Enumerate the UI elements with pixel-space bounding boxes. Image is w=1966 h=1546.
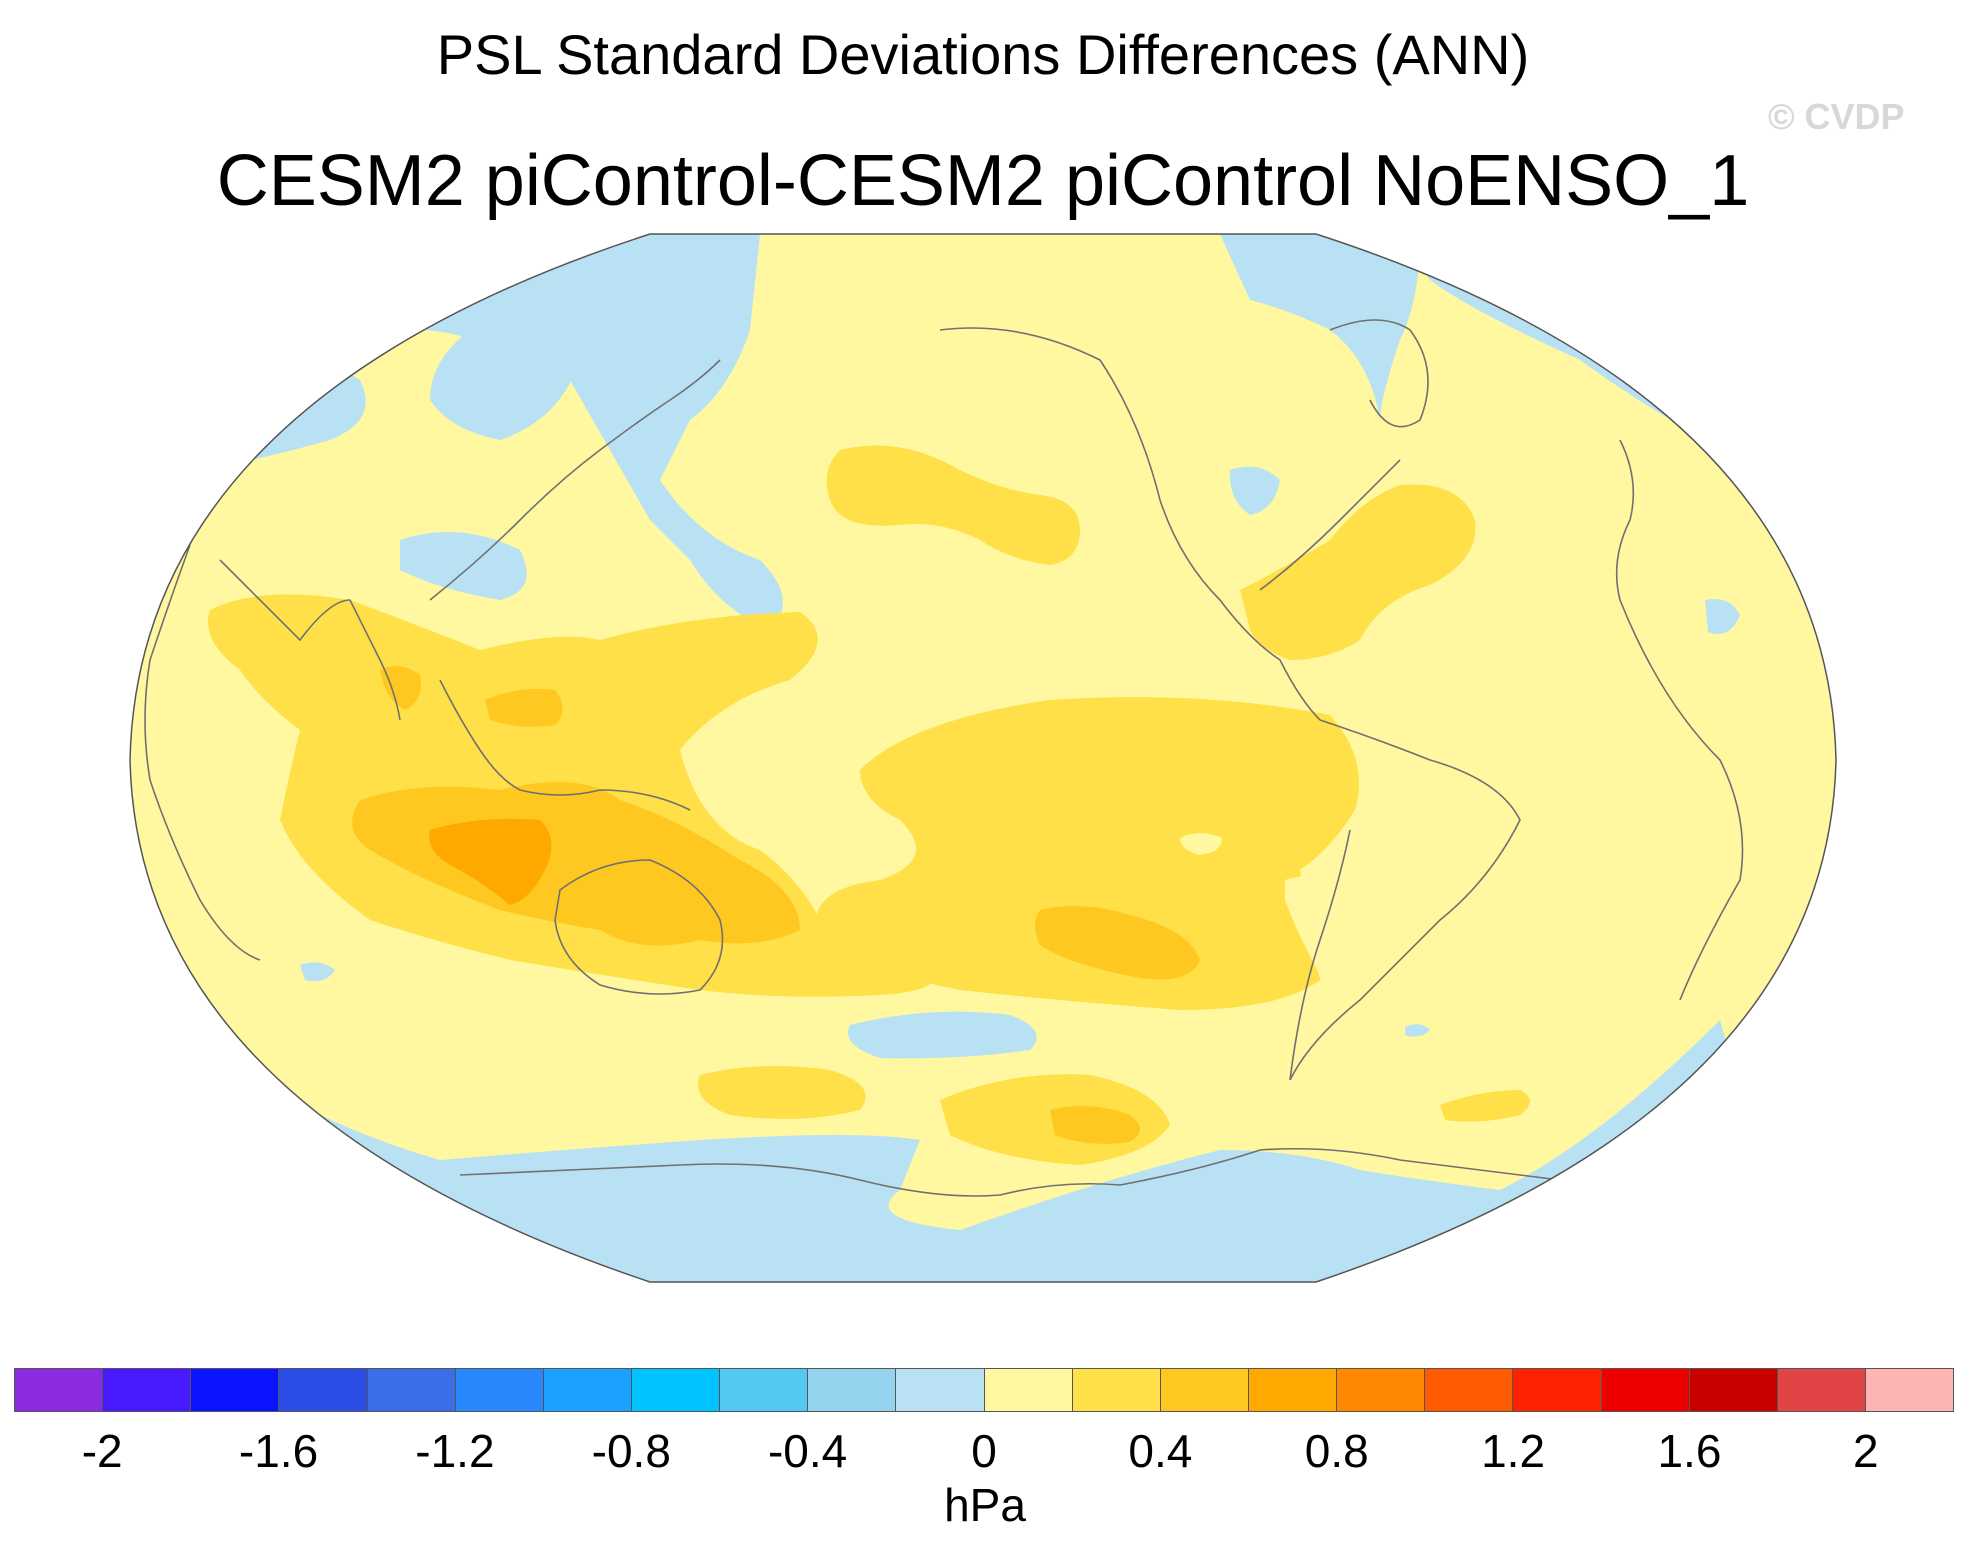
coast-arabia-india	[219, 559, 401, 721]
coast-australia	[554, 859, 724, 995]
contour-0.2-0.4-north-atlantic	[1240, 484, 1476, 660]
contour-0.4-0.6-southeast-pacific	[1035, 906, 1200, 980]
colorbar-segment	[896, 1369, 985, 1411]
colorbar-segment	[1072, 1369, 1161, 1411]
contour-0.2-0.4-north-pacific	[826, 445, 1080, 565]
contour-0.4-0.6-bay-of-bengal	[380, 666, 421, 710]
colorbar-units: hPa	[944, 1479, 1026, 1531]
contour-0.2-0.4-east-pacific	[816, 697, 1360, 1010]
negative-region-south-pacific	[848, 1011, 1037, 1059]
coastlines	[144, 319, 1744, 1197]
colorbar-segment	[1689, 1369, 1778, 1411]
colorbar-segment	[367, 1369, 456, 1411]
colorbar-segment	[279, 1369, 368, 1411]
coast-africa	[144, 544, 261, 961]
colorbar-tick-label: 0	[971, 1425, 997, 1477]
colorbar-tick-label: 2	[1853, 1425, 1879, 1477]
colorbar	[14, 1368, 1954, 1412]
coast-greenland	[1329, 319, 1429, 428]
negative-region-central-asia	[400, 532, 527, 600]
colorbar-segment	[103, 1369, 192, 1411]
colorbar-segment	[1337, 1369, 1426, 1411]
negative-region-northwest-eurasia	[430, 320, 580, 440]
colorbar-segment	[720, 1369, 809, 1411]
colorbar-tick-label: 1.2	[1481, 1425, 1546, 1477]
colorbar-segment	[1601, 1369, 1690, 1411]
colorbar-segment	[191, 1369, 280, 1411]
coast-east-asia	[429, 359, 721, 601]
negative-region-great-lakes	[1229, 466, 1280, 515]
contour-0-0.2-south-america-west	[1285, 875, 1345, 975]
colorbar-tick-label: -0.8	[591, 1425, 671, 1477]
plot-subtitle: CESM2 piControl-CESM2 piControl NoENSO_1	[216, 141, 1750, 221]
colorbar-tick-label: -1.2	[415, 1425, 495, 1477]
colorbar-tick-label: 0.4	[1128, 1425, 1193, 1477]
coast-antarctica	[459, 1147, 1561, 1197]
colorbar-tick-label: -2	[81, 1425, 123, 1477]
colorbar-segment	[1160, 1369, 1249, 1411]
colorbar-segment	[1513, 1369, 1602, 1411]
contour-0.2-0.4-south-atlantic	[1440, 1090, 1530, 1122]
map-border	[129, 233, 1837, 1283]
colorbar-segment	[1425, 1369, 1514, 1411]
coast-europe-west	[1615, 439, 1744, 1001]
coast-east-us	[1259, 459, 1401, 591]
colorbar-tick-label: -0.4	[767, 1425, 848, 1477]
colorbar-segment	[808, 1369, 897, 1411]
plot-title: PSL Standard Deviations Differences (ANN…	[436, 23, 1530, 86]
contour-0.4-0.6-south-pacific-core	[1050, 1106, 1140, 1144]
colorbar-segment	[543, 1369, 632, 1411]
watermark: © CVDP	[1768, 96, 1905, 137]
contour-0.4-0.6-south-china-sea	[485, 688, 563, 727]
negative-region-south-atlantic-small	[1405, 1024, 1430, 1037]
colorbar-segment	[984, 1369, 1073, 1411]
coast-north-america	[939, 327, 1321, 721]
colorbar-segment	[631, 1369, 721, 1411]
contour-0.6-0.8-indian-ocean-max	[429, 818, 552, 905]
coast-south-america	[1289, 719, 1521, 1081]
colorbar-tick-label: 0.8	[1304, 1425, 1369, 1477]
colorbar-segment	[15, 1369, 104, 1411]
negative-region-indian-ocean-small	[300, 962, 335, 982]
contour-0-0.2-bubble	[1180, 833, 1222, 855]
negative-region-southern-ocean	[150, 1020, 1800, 1282]
colorbar-tick-label: -1.6	[238, 1425, 319, 1477]
colorbar-segment	[1865, 1369, 1954, 1411]
colorbar-segment	[1248, 1369, 1338, 1411]
negative-region-arctic-siberia	[340, 234, 783, 630]
negative-region-north-atlantic-greenland	[1220, 234, 1420, 420]
colorbar-segment	[455, 1369, 544, 1411]
negative-region-north-atlantic-small	[1705, 599, 1740, 634]
coast-se-asia	[439, 679, 691, 811]
contour-0.2-0.4-south-pacific-west	[698, 1066, 866, 1119]
colorbar-segment	[1777, 1369, 1866, 1411]
colorbar-tick-label: 1.6	[1657, 1425, 1722, 1477]
